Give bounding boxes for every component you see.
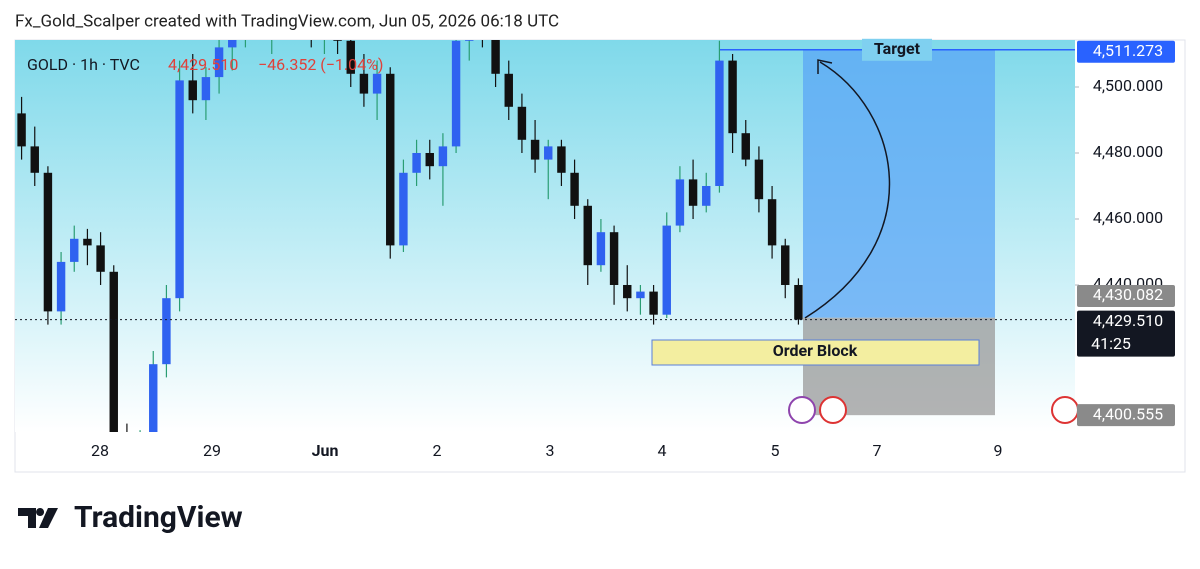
candle-body [162, 298, 171, 365]
x-tick-label: 9 [994, 441, 1003, 460]
candle-body [201, 77, 211, 101]
price-tag: 4,400.555 [1093, 404, 1163, 423]
x-tick-label: 7 [873, 441, 882, 460]
x-tick-label: 28 [91, 441, 109, 460]
price-tag-bg [1077, 40, 1175, 63]
candle-body [70, 238, 79, 262]
candle-body [333, 40, 342, 41]
candle-body [491, 40, 500, 74]
candle-body [570, 172, 579, 206]
candle-body [359, 73, 369, 94]
candle-body [425, 152, 434, 167]
x-tick-label: 4 [658, 441, 667, 460]
candle-body [794, 284, 803, 320]
price-tag: 4,429.510 [1093, 311, 1163, 330]
target-label-bg [862, 38, 932, 61]
overlay: Target Order Block [15, 38, 1079, 424]
arrow [804, 61, 891, 319]
candle-body [517, 106, 527, 140]
candle-body [451, 40, 461, 147]
price-tag: 4,511.273 [1093, 41, 1163, 60]
candle-body [386, 73, 395, 246]
candle-body [56, 261, 66, 312]
candle-body [741, 133, 750, 160]
candle-body [781, 245, 790, 285]
attribution: Fx_Gold_Scalper created with TradingView… [15, 11, 559, 31]
candle-body [583, 205, 592, 266]
tradingview-logo [18, 508, 58, 528]
candle-body [214, 47, 224, 78]
event-icon [819, 396, 847, 424]
candle-body [715, 60, 724, 186]
arrow-head [817, 59, 833, 74]
candle-body [557, 146, 566, 173]
candle-body [43, 172, 53, 312]
candle-body [767, 199, 777, 246]
candle-body [412, 152, 421, 173]
candle-body [702, 185, 711, 206]
candle-body [465, 40, 474, 41]
candle-body [399, 172, 408, 246]
price-tag-bg [1077, 310, 1175, 357]
order-block-label: Order Block [773, 341, 858, 360]
event-icon [1051, 396, 1079, 424]
candle-body [346, 40, 355, 74]
x-tick-label: 5 [771, 441, 780, 460]
candle-body [728, 60, 737, 134]
candle-body [109, 271, 118, 432]
candle-body [228, 40, 237, 48]
candle-body [83, 238, 92, 246]
candle-body [596, 232, 606, 266]
candle-body [175, 80, 184, 299]
x-tick-label: Jun [312, 441, 339, 460]
candle-body [438, 146, 448, 167]
candle-body [530, 139, 540, 160]
event-icon [788, 396, 816, 424]
candle-body [623, 284, 632, 299]
price-tag: 4,430.082 [1093, 285, 1163, 304]
price-change: −46.352 (−1.04%) [258, 55, 383, 74]
y-tick-label: 4,500.000 [1093, 76, 1163, 95]
plot-area [17, 40, 803, 432]
target-label: Target [874, 39, 921, 58]
candle-body [372, 73, 382, 94]
last-price: 4,429.510 [168, 55, 238, 74]
candle-body [754, 159, 764, 200]
candle-body [609, 232, 619, 285]
candle-body [188, 80, 197, 101]
candle-body [149, 364, 158, 432]
y-tick-label: 4,480.000 [1093, 142, 1163, 161]
x-tick-label: 29 [203, 441, 221, 460]
countdown: 41:25 [1091, 334, 1131, 353]
x-tick-label: 2 [433, 441, 442, 460]
target-zone [803, 49, 995, 318]
candle-body [649, 291, 658, 315]
candle-body [636, 291, 645, 299]
y-tick-label: 4,460.000 [1093, 208, 1163, 227]
brand: TradingView [74, 500, 243, 535]
price-tag-bg [1077, 285, 1175, 307]
candle-body [17, 113, 26, 147]
order-block [651, 339, 980, 366]
candle-body [504, 73, 513, 107]
candle-body [96, 245, 105, 272]
candle-body [662, 225, 671, 315]
candle-body [688, 179, 698, 206]
candle-body [30, 146, 39, 173]
candle-body [675, 179, 685, 226]
price-tag-bg [1077, 404, 1175, 427]
x-tick-label: 3 [546, 441, 555, 460]
candle-body [544, 146, 553, 160]
symbol: GOLD · 1h · TVC [27, 55, 140, 74]
